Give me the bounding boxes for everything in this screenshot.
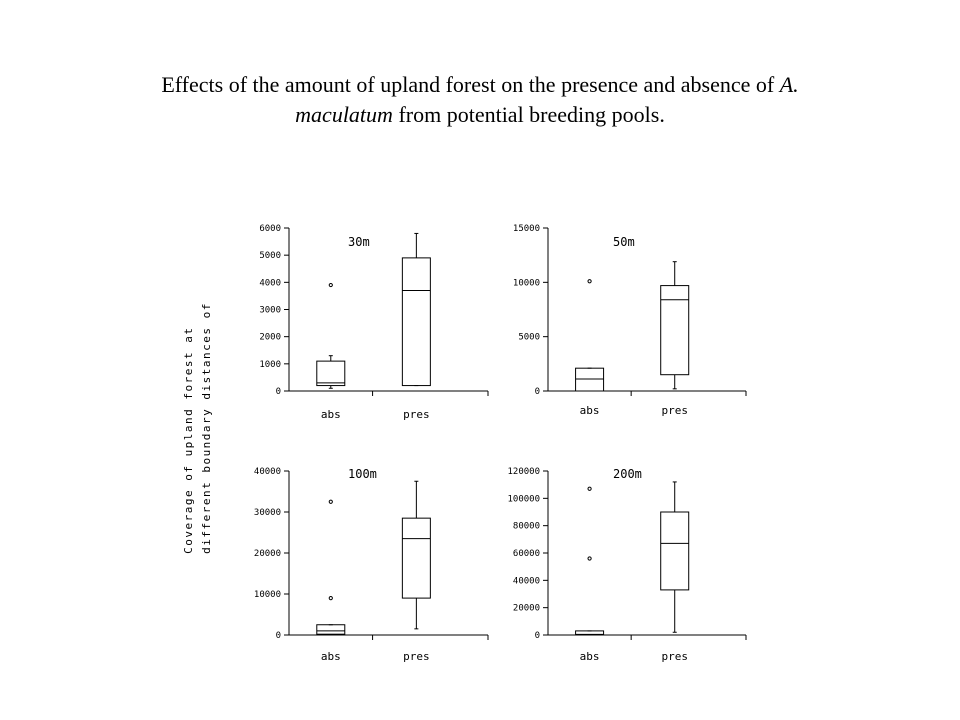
category-label: pres <box>661 650 688 663</box>
y-tick-label: 30000 <box>254 508 281 518</box>
y-tick-label: 20000 <box>254 549 281 559</box>
y-tick-label: 4000 <box>259 278 281 288</box>
y-tick-label: 5000 <box>518 333 540 343</box>
y-tick-label: 60000 <box>513 549 540 559</box>
panel-title: 200m <box>613 467 642 481</box>
outlier-point <box>328 282 333 288</box>
box-iqr <box>575 367 605 392</box>
outlier-point <box>587 486 592 491</box>
panel-title: 100m <box>348 467 377 481</box>
title-species-epithet: maculatum <box>295 102 393 127</box>
box-iqr <box>660 511 690 591</box>
box-iqr <box>401 257 431 387</box>
y-tick-label: 100000 <box>507 494 540 504</box>
y-tick-label: 20000 <box>513 604 540 614</box>
category-label: abs <box>580 650 600 663</box>
title-suffix: from potential breeding pools. <box>392 102 665 127</box>
box-iqr <box>660 285 690 376</box>
slide-title: Effects of the amount of upland forest o… <box>60 70 900 130</box>
y-tick-label: 0 <box>276 387 281 397</box>
box-iqr <box>401 517 431 599</box>
y-tick-label: 0 <box>276 631 281 641</box>
box-iqr <box>316 360 346 387</box>
y-tick-label: 1000 <box>259 360 281 370</box>
y-tick-label: 120000 <box>507 467 540 477</box>
y-tick-label: 40000 <box>254 467 281 477</box>
panel-title: 50m <box>613 235 635 249</box>
category-label: pres <box>403 650 430 663</box>
category-label: pres <box>661 404 688 417</box>
category-label: pres <box>403 408 430 421</box>
box-iqr <box>316 624 346 635</box>
y-tick-label: 15000 <box>513 224 540 234</box>
y-tick-label: 0 <box>535 387 540 397</box>
y-tick-label: 10000 <box>513 278 540 288</box>
y-tick-label: 0 <box>535 631 540 641</box>
panel-title: 30m <box>348 235 370 249</box>
y-tick-label: 5000 <box>259 251 281 261</box>
title-prefix: Effects of the amount of upland forest o… <box>161 72 780 97</box>
y-tick-label: 6000 <box>259 224 281 234</box>
y-tick-label: 2000 <box>259 333 281 343</box>
outlier-point <box>587 279 592 284</box>
category-label: abs <box>321 408 341 421</box>
y-tick-label: 80000 <box>513 522 540 532</box>
outlier-point <box>328 596 333 601</box>
y-tick-label: 40000 <box>513 576 540 586</box>
category-label: abs <box>580 404 600 417</box>
y-tick-label: 3000 <box>259 306 281 316</box>
outlier-point <box>328 499 333 504</box>
y-tick-label: 10000 <box>254 590 281 600</box>
title-species-genus: A. <box>779 72 799 97</box>
outlier-point <box>587 556 592 561</box>
category-label: abs <box>321 650 341 663</box>
